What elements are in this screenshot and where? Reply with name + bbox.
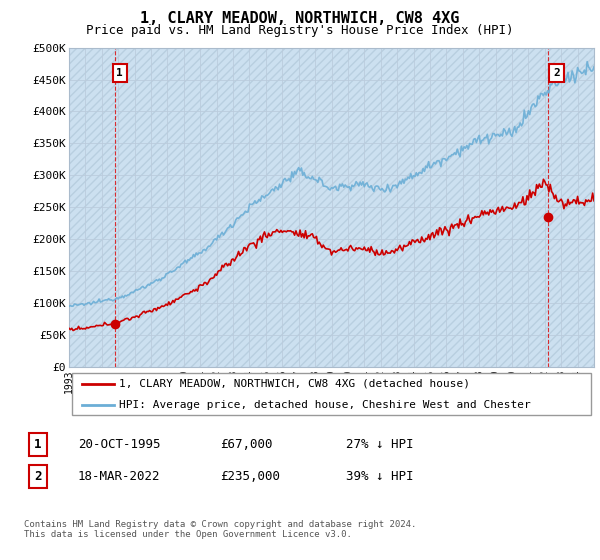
Text: HPI: Average price, detached house, Cheshire West and Chester: HPI: Average price, detached house, Ches… (119, 400, 530, 410)
Text: 39% ↓ HPI: 39% ↓ HPI (346, 470, 413, 483)
Text: 1, CLARY MEADOW, NORTHWICH, CW8 4XG: 1, CLARY MEADOW, NORTHWICH, CW8 4XG (140, 11, 460, 26)
Text: £235,000: £235,000 (221, 470, 281, 483)
Text: £67,000: £67,000 (221, 438, 273, 451)
FancyBboxPatch shape (71, 373, 592, 416)
Text: Price paid vs. HM Land Registry's House Price Index (HPI): Price paid vs. HM Land Registry's House … (86, 24, 514, 36)
Text: 1: 1 (116, 68, 123, 78)
Text: 2: 2 (34, 470, 42, 483)
Text: 1, CLARY MEADOW, NORTHWICH, CW8 4XG (detached house): 1, CLARY MEADOW, NORTHWICH, CW8 4XG (det… (119, 379, 470, 389)
Text: 18-MAR-2022: 18-MAR-2022 (78, 470, 161, 483)
Text: 2: 2 (553, 68, 560, 78)
Text: 27% ↓ HPI: 27% ↓ HPI (346, 438, 413, 451)
Text: 20-OCT-1995: 20-OCT-1995 (78, 438, 161, 451)
Text: 1: 1 (34, 438, 42, 451)
Text: Contains HM Land Registry data © Crown copyright and database right 2024.
This d: Contains HM Land Registry data © Crown c… (24, 520, 416, 539)
